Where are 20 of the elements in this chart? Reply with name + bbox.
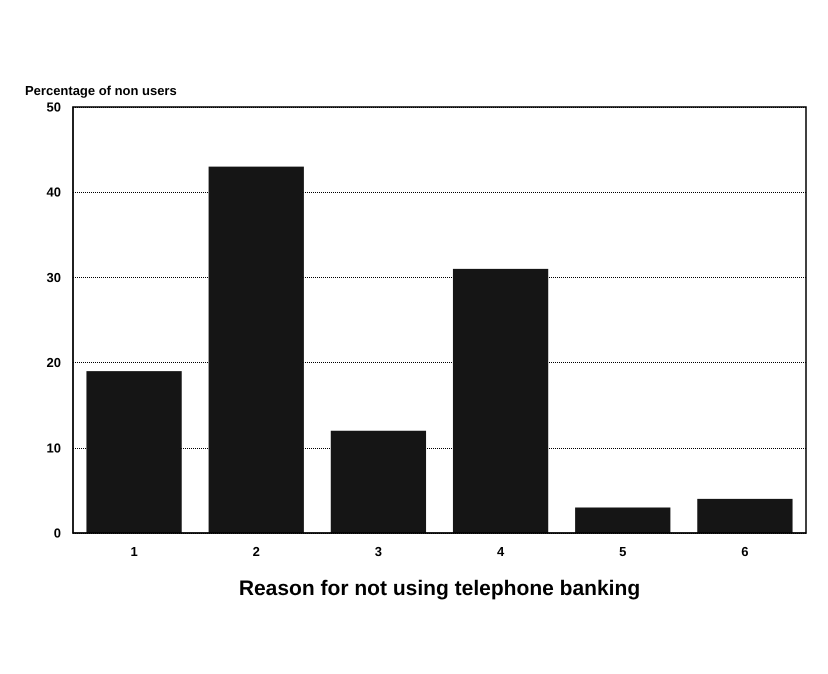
y-tick-label: 0 [54, 526, 61, 540]
y-tick-label: 40 [46, 184, 61, 200]
y-tick-label: 20 [46, 355, 61, 370]
x-tick-label: 3 [374, 544, 382, 559]
x-tick-label: 6 [741, 544, 749, 559]
bar [86, 371, 182, 533]
bar [330, 430, 426, 533]
y-tick-label: 50 [46, 100, 61, 114]
x-axis-title: Reason for not using telephone banking [238, 577, 640, 600]
bar [208, 166, 304, 533]
x-tick-label: 2 [252, 544, 260, 559]
y-tick-label: 10 [46, 440, 61, 456]
x-tick-label: 4 [496, 544, 505, 559]
bar [575, 507, 670, 533]
y-axis-title: Percentage of non users [25, 83, 177, 98]
bar [697, 498, 793, 533]
y-tick-label: 30 [46, 270, 61, 285]
x-tick-label: 5 [619, 544, 626, 559]
bar [452, 268, 548, 533]
x-tick-label: 1 [130, 544, 138, 559]
